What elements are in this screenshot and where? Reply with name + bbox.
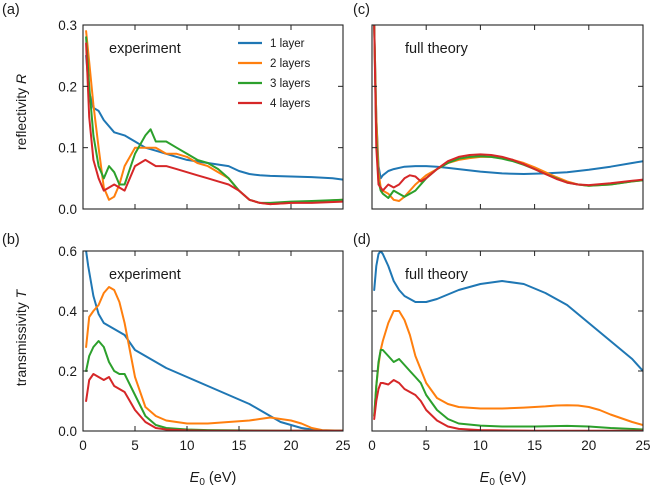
x-tick-label-d: 0 (368, 438, 376, 453)
y-tick-label-a: 0.0 (58, 202, 77, 217)
legend-label-1: 1 layer (270, 38, 305, 50)
series-line-b-2 (85, 286, 343, 431)
x-tick-label-b: 10 (179, 438, 194, 453)
x-tick-label-d: 20 (581, 438, 596, 453)
y-tick-label-b: 0.4 (58, 304, 77, 319)
y-tick-label-b: 0.2 (58, 364, 77, 379)
y-tick-label-a: 0.1 (58, 141, 77, 156)
series-line-a-1 (85, 54, 343, 181)
annotation-a: experiment (109, 41, 181, 57)
x-axis-label-right: E0 (eV) (480, 470, 527, 488)
panel-b: 0 5 10 15 20 25 0.0 0.2 0.4 0.6 experiment (58, 244, 350, 453)
x-tick-label-b: 0 (79, 438, 87, 453)
y-tick-label-a: 0.3 (58, 18, 77, 33)
legend-label-4: 4 layers (270, 98, 311, 110)
panel-label-a: (a) (2, 2, 20, 18)
legend-label-2: 2 layers (270, 58, 311, 70)
x-tick-label-d: 10 (473, 438, 488, 453)
series-line-c-4 (373, 25, 643, 192)
panel-d: 0 5 10 15 20 25 full theory (368, 250, 651, 453)
panel-label-c: (c) (353, 2, 370, 18)
series-line-d-2 (373, 310, 643, 426)
series-line-d-1 (373, 251, 643, 372)
axes-frame-c (371, 24, 644, 210)
panel-label-d: (d) (353, 232, 371, 248)
x-tick-label-d: 25 (635, 438, 650, 453)
legend: 1 layer 2 layers 3 layers 4 layers (238, 38, 311, 110)
x-tick-label-d: 15 (527, 438, 542, 453)
series-line-d-3 (373, 349, 643, 431)
panel-a: 0.0 0.1 0.2 0.3 experiment 1 layer 2 layers 3 l… (58, 18, 344, 217)
y-tick-label-b: 0.6 (58, 244, 77, 259)
x-axis-label-left: E0 (eV) (190, 470, 237, 488)
x-tick-label-b: 20 (283, 438, 298, 453)
series-line-a-4 (85, 42, 343, 206)
x-tick-label-d: 5 (422, 438, 430, 453)
axes-frame-a (82, 24, 344, 210)
series-line-d-4 (373, 379, 643, 431)
panel-c: full theory (371, 24, 644, 210)
x-tick-label-b: 15 (231, 438, 246, 453)
y-axis-label-reflectivity: reflectivity R (13, 74, 29, 150)
series-line-b-1 (85, 251, 343, 431)
panel-label-b: (b) (2, 232, 20, 248)
y-axis-label-transmissivity: transmissivity T (13, 288, 29, 386)
axes-frame-d (371, 250, 644, 432)
series-line-b-3 (85, 340, 343, 431)
annotation-d: full theory (405, 267, 469, 283)
annotation-c: full theory (405, 41, 469, 57)
x-tick-label-b: 25 (335, 438, 350, 453)
axes-frame-b (82, 250, 344, 432)
series-line-c-1 (373, 25, 643, 180)
x-tick-label-b: 5 (131, 438, 139, 453)
annotation-b: experiment (109, 267, 181, 283)
y-tick-label-a: 0.2 (58, 79, 77, 94)
legend-label-3: 3 layers (270, 78, 311, 90)
y-tick-label-b: 0.0 (58, 424, 77, 439)
